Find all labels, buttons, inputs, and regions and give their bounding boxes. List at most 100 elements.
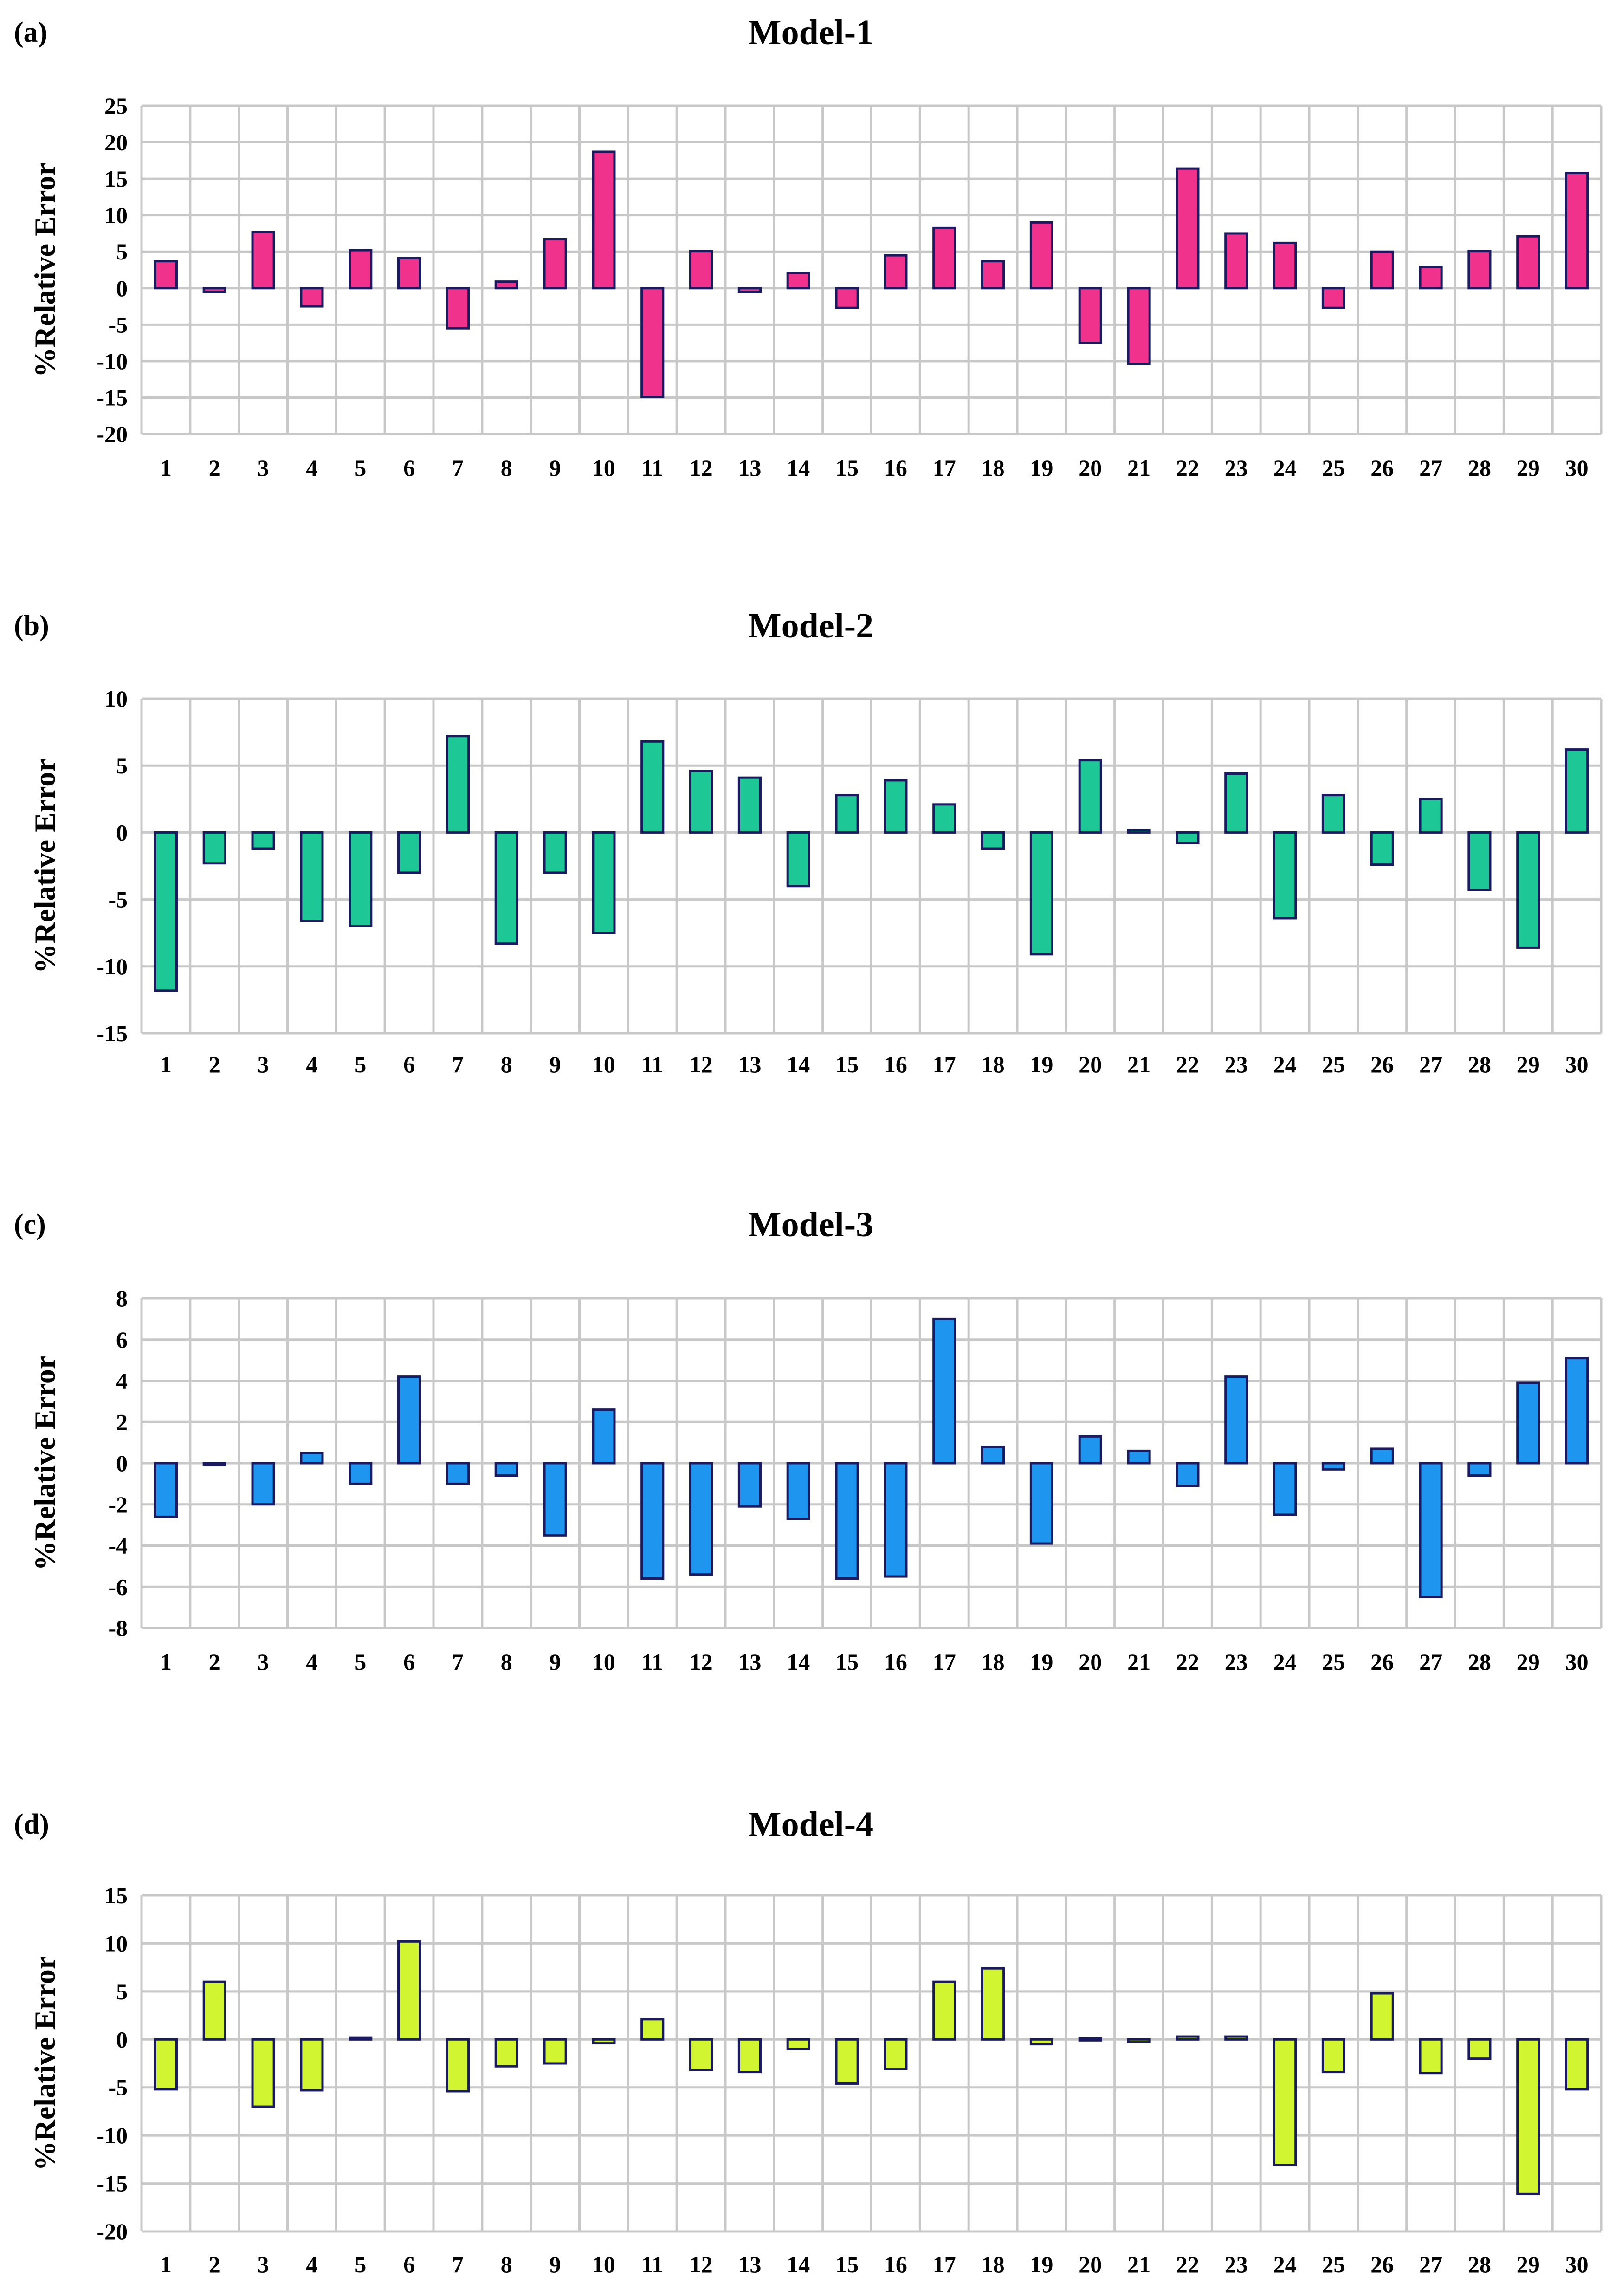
x-tick-label: 12 <box>690 455 713 481</box>
bar-1 <box>154 831 178 992</box>
x-tick-label: 6 <box>403 1051 415 1077</box>
bar-24 <box>1273 831 1297 920</box>
x-tick-label: 5 <box>355 1649 366 1675</box>
x-tick-label: 22 <box>1176 1649 1199 1675</box>
x-tick-label: 23 <box>1225 1051 1248 1077</box>
y-tick-label: -5 <box>108 2075 128 2101</box>
bar-18 <box>981 1446 1005 1465</box>
bar-21 <box>1127 287 1151 365</box>
bar-17 <box>932 803 956 834</box>
x-tick-label: 29 <box>1517 1649 1540 1675</box>
panel-label: (c) <box>14 1209 46 1240</box>
bar-29 <box>1516 831 1540 949</box>
y-tick-label: 0 <box>116 819 128 845</box>
bar-10 <box>592 1408 616 1465</box>
y-tick-label: 5 <box>116 1978 128 2004</box>
chart-panel-1: (a) Model-1%Relative Error2520151050-5-10… <box>14 13 1603 481</box>
y-tick-label: -8 <box>108 1615 128 1641</box>
x-tick-label: 20 <box>1079 1051 1102 1077</box>
bar-26 <box>1370 1992 1394 2041</box>
bar-12 <box>689 770 713 834</box>
x-tick-label: 7 <box>452 1649 464 1675</box>
x-tick-label: 14 <box>787 1649 810 1675</box>
bar-3 <box>251 231 275 290</box>
bar-16 <box>884 254 908 290</box>
x-tick-label: 29 <box>1517 1051 1540 1077</box>
bar-23 <box>1224 232 1248 290</box>
bar-22 <box>1176 1462 1200 1487</box>
y-tick-label: -10 <box>97 2122 128 2148</box>
bar-9 <box>543 831 567 874</box>
x-tick-label: 26 <box>1370 1649 1394 1675</box>
x-tick-label: 28 <box>1468 1051 1491 1077</box>
x-tick-label: 28 <box>1468 455 1491 481</box>
y-tick-label: 20 <box>104 130 128 156</box>
x-tick-label: 12 <box>690 1649 713 1675</box>
bar-20 <box>1078 1435 1102 1465</box>
y-tick-label: 10 <box>104 202 128 228</box>
x-tick-label: 30 <box>1565 1051 1589 1077</box>
x-tick-label: 2 <box>209 2251 220 2277</box>
bar-10 <box>592 831 616 934</box>
x-tick-label: 20 <box>1079 1649 1102 1675</box>
x-tick-label: 24 <box>1273 1649 1297 1675</box>
x-tick-label: 4 <box>306 2251 317 2277</box>
bar-16 <box>884 1462 908 1578</box>
bar-1 <box>154 2038 178 2091</box>
x-tick-label: 22 <box>1176 1051 1199 1077</box>
y-tick-label: -15 <box>97 1020 128 1046</box>
x-tick-label: 6 <box>403 2251 415 2277</box>
bar-18 <box>981 1967 1005 2041</box>
bar-19 <box>1029 221 1053 290</box>
bar-18 <box>981 260 1005 290</box>
x-tick-label: 9 <box>549 455 561 481</box>
bar-11 <box>640 740 665 834</box>
bar-21 <box>1127 2038 1151 2043</box>
x-tick-label: 11 <box>641 455 663 481</box>
bar-24 <box>1273 2038 1297 2166</box>
y-tick-label: 15 <box>104 1882 128 1908</box>
bar-24 <box>1273 241 1297 290</box>
bar-20 <box>1078 287 1102 344</box>
x-tick-label: 1 <box>160 455 172 481</box>
bar-29 <box>1516 1381 1540 1465</box>
chart-title: Model-3 <box>748 1205 873 1244</box>
bar-25 <box>1321 287 1345 309</box>
bar-6 <box>397 1375 421 1465</box>
bar-29 <box>1516 235 1540 290</box>
bar-23 <box>1224 2035 1248 2041</box>
x-tick-label: 17 <box>933 2251 956 2277</box>
x-tick-label: 27 <box>1419 1051 1442 1077</box>
bar-7 <box>446 2038 470 2093</box>
bar-8 <box>494 831 518 945</box>
bar-13 <box>737 287 762 293</box>
x-tick-label: 3 <box>258 1649 269 1675</box>
x-tick-label: 27 <box>1419 2251 1442 2277</box>
x-tick-label: 27 <box>1419 455 1442 481</box>
x-tick-label: 17 <box>933 1051 956 1077</box>
bar-4 <box>300 2038 324 2092</box>
bar-25 <box>1321 1462 1345 1471</box>
x-tick-label: 19 <box>1030 2251 1053 2277</box>
x-tick-label: 15 <box>835 455 859 481</box>
x-tick-label: 30 <box>1565 1649 1589 1675</box>
x-tick-label: 30 <box>1565 455 1589 481</box>
x-tick-label: 12 <box>690 2251 713 2277</box>
bar-9 <box>543 238 567 290</box>
bar-4 <box>300 1452 324 1465</box>
bar-3 <box>251 2038 275 2108</box>
x-tick-label: 28 <box>1468 1649 1491 1675</box>
bar-30 <box>1565 172 1589 290</box>
y-tick-label: 10 <box>104 686 128 712</box>
y-tick-label: 5 <box>116 239 128 265</box>
x-tick-label: 2 <box>209 1051 220 1077</box>
bar-18 <box>981 831 1005 850</box>
y-tick-label: -6 <box>108 1574 128 1600</box>
bar-23 <box>1224 772 1248 834</box>
bar-23 <box>1224 1375 1248 1465</box>
y-axis-label: %Relative Error <box>28 1356 61 1571</box>
bar-9 <box>543 2038 567 2065</box>
x-tick-label: 13 <box>738 1051 761 1077</box>
chart-title: Model-4 <box>748 1805 873 1844</box>
x-tick-label: 8 <box>501 1649 512 1675</box>
